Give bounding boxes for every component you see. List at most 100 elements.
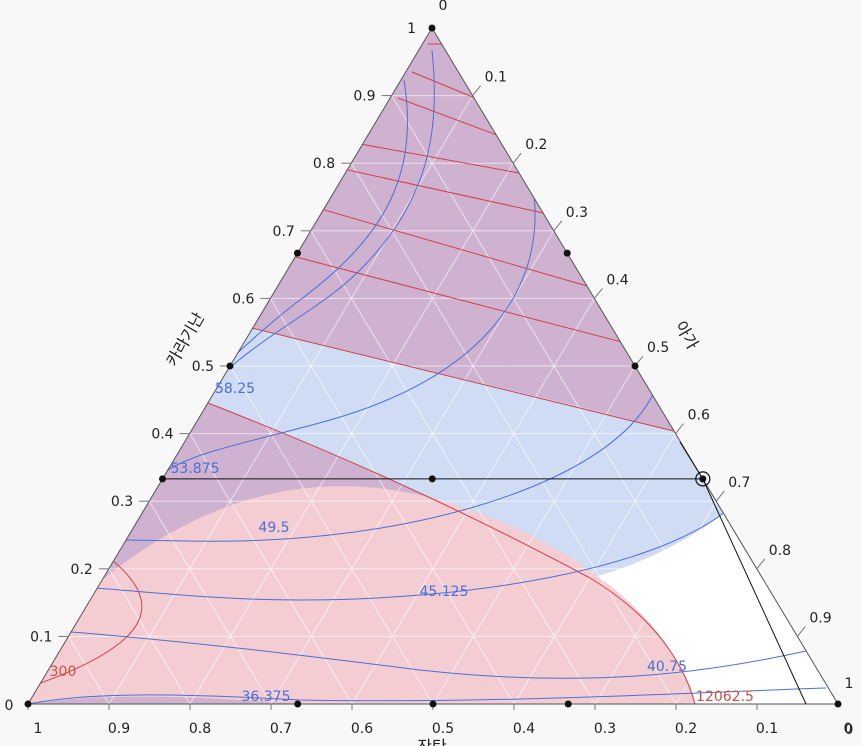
bottom-axis-title: 잔탄 <box>417 737 447 746</box>
red-contour-label: 12062.5 <box>696 689 754 705</box>
bottom-axis-tick-label: 0.8 <box>189 721 211 737</box>
bottom-axis-tick-label: 0.6 <box>351 721 373 737</box>
bottom-axis-tick-label: 1 <box>34 721 43 737</box>
right-axis-tick-label: 0.8 <box>769 543 791 559</box>
grid-line <box>432 365 636 704</box>
corner-label-right: 1 <box>845 676 854 692</box>
bottom-axis-tick-label: 0.7 <box>270 721 292 737</box>
axis-tick-labels: 1 0.1 0.1 0.9 0.2 0.2 0.8 0.3 0.3 0.7 0.4 0.4 0.6 0.5… <box>30 21 852 737</box>
bottom-axis-tick-label: 0 <box>844 721 853 737</box>
design-point <box>564 700 572 708</box>
grid-line <box>67 636 110 704</box>
blue-region <box>208 328 725 578</box>
design-point <box>428 24 436 32</box>
blue-contour-label: 58.25 <box>215 381 255 397</box>
right-axis-tick <box>756 558 766 570</box>
blue-contour-label: 45.125 <box>420 584 469 600</box>
right-axis-tick-label: 0.6 <box>688 408 710 424</box>
grid-line <box>756 636 798 704</box>
corner-label-top: 0 <box>439 0 448 14</box>
crosshair-diagonal-line <box>702 478 807 705</box>
right-axis-tick <box>594 288 603 299</box>
blue-contour-label: 36.375 <box>242 689 291 705</box>
red-contour-line <box>37 559 143 685</box>
left-axis-tick-label: 0.4 <box>151 427 173 443</box>
grid-line <box>108 568 191 704</box>
red-contour-line <box>354 142 531 176</box>
bottom-axis-tick-label: 0.9 <box>108 721 130 737</box>
right-axis-tick <box>675 423 684 434</box>
left-axis-tick-label: 0.5 <box>192 359 214 375</box>
design-points <box>24 24 842 708</box>
grid-line <box>594 500 717 704</box>
contour-labels: 58.25 53.875 49.5 45.125 40.75 36.375 300 12062… <box>50 381 754 705</box>
left-axis-tick-label: 0.1 <box>30 629 52 645</box>
design-point <box>699 475 707 483</box>
bottom-axis-tick-label: 0.5 <box>432 721 454 737</box>
right-axis-tick-label: 0.7 <box>728 475 750 491</box>
blue-contour-line <box>167 194 536 471</box>
blue-contour-line <box>117 389 656 542</box>
grid-line <box>148 500 272 704</box>
left-axis-tick-label: 0.6 <box>232 291 254 307</box>
right-axis-tick <box>797 626 806 637</box>
blue-contour-label: 49.5 <box>258 520 289 536</box>
design-point <box>834 700 842 708</box>
left-axis-tick-label: 1 <box>407 21 416 37</box>
bottom-axis-tick-label: 0.3 <box>594 721 616 737</box>
blue-contour-line <box>28 687 827 704</box>
corner-label-bottom-left: 0 <box>5 698 14 714</box>
left-axis-tick-label: 0.2 <box>71 562 93 578</box>
grid-line <box>108 95 474 704</box>
blue-contour-label: 53.875 <box>171 461 220 477</box>
right-axis-tick-label: 0.2 <box>525 137 547 153</box>
right-axis-tick <box>512 152 522 164</box>
red-contour-label: 300 <box>50 664 77 680</box>
left-axis-tick-label: 0.8 <box>313 156 335 172</box>
pink-region <box>28 486 695 704</box>
red-contour-line <box>324 164 549 215</box>
blue-contour-line <box>217 49 435 379</box>
blue-contour-label: 40.75 <box>647 659 687 675</box>
red-contour-line <box>249 244 638 347</box>
white-region <box>590 512 838 704</box>
right-axis-tick-label: 0.9 <box>809 610 831 626</box>
right-axis-tick-label: 0.1 <box>485 70 507 86</box>
red-contour-line <box>207 402 591 579</box>
grid-line <box>391 95 758 704</box>
red-contour-line <box>251 327 691 436</box>
bottom-axis-tick-label: 0.4 <box>513 721 535 737</box>
ternary-grid <box>67 95 798 704</box>
design-point <box>429 700 437 708</box>
red-contour-line <box>411 71 481 101</box>
left-axis-tick-label: 0.3 <box>111 494 133 510</box>
design-point <box>428 475 436 483</box>
right-axis-tick-label: 0.4 <box>606 272 628 288</box>
design-point <box>24 700 32 708</box>
design-point <box>631 362 639 370</box>
bottom-axis-tick-label: 0.2 <box>675 721 697 737</box>
red-contour-line <box>589 577 696 704</box>
crosshair-handle <box>695 471 711 487</box>
left-axis-tick-label: 0.9 <box>353 89 375 105</box>
right-axis-tick <box>553 220 563 232</box>
design-point <box>293 249 301 257</box>
right-axis-title: 아가 <box>671 318 702 353</box>
right-axis-tick-label: 0.5 <box>647 340 669 356</box>
right-axis-tick-label: 0.3 <box>566 205 588 221</box>
bottom-axis-tick-label: 0.1 <box>756 721 778 737</box>
design-point <box>226 362 234 370</box>
design-point <box>563 249 571 257</box>
left-axis-tick-label: 0.7 <box>273 224 295 240</box>
blue-contour-line <box>94 511 726 601</box>
design-point <box>294 700 302 708</box>
red-contour-line <box>289 199 595 289</box>
corner-label-bottom-right: 0 <box>845 722 854 738</box>
right-axis-tick <box>472 85 481 96</box>
right-axis-tick <box>715 490 725 502</box>
grid-line <box>675 568 758 704</box>
design-point <box>159 475 167 483</box>
blue-contour-line <box>44 629 807 679</box>
purple-sliver <box>28 696 300 704</box>
